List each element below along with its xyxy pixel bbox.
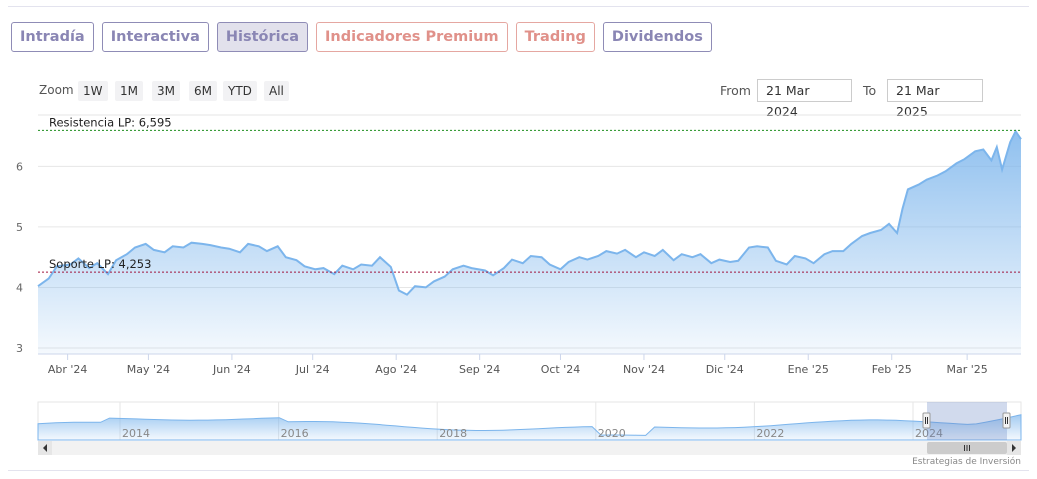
navigator-tick-label: 2024: [915, 427, 943, 440]
tab-intradia[interactable]: Intradía: [11, 22, 94, 52]
scrollbar-left-button[interactable]: [38, 441, 52, 455]
price-area: [38, 131, 1021, 354]
y-tick-label: 4: [16, 281, 23, 294]
zoom-all-button[interactable]: All: [264, 81, 289, 101]
navigator-tick-label: 2018: [439, 427, 467, 440]
zoom-1m-button[interactable]: 1M: [115, 81, 143, 101]
arrow-right-icon: [1012, 444, 1016, 452]
from-label: From: [720, 83, 751, 98]
plotline-label: Soporte LP: 4,253: [49, 257, 151, 271]
tab-indicadores-premium[interactable]: Indicadores Premium: [316, 22, 508, 52]
zoom-3m-button[interactable]: 3M: [152, 81, 180, 101]
navigator-frame: [37, 401, 1022, 441]
scrollbar-thumb[interactable]: [927, 442, 1007, 454]
top-divider: [8, 6, 1029, 7]
credit-text: Estrategias de Inversión: [912, 457, 1021, 467]
x-tick-label: Nov '24: [623, 363, 665, 376]
x-tick-label: Dic '24: [706, 363, 744, 376]
chart-tabs: Intradía Interactiva Histórica Indicador…: [11, 22, 712, 52]
navigator-tick-label: 2022: [756, 427, 784, 440]
x-tick-label: Sep '24: [459, 363, 500, 376]
to-date-input[interactable]: 21 Mar 2025: [887, 79, 983, 119]
x-tick-label: Jul '24: [295, 363, 330, 376]
zoom-ytd-button[interactable]: YTD: [223, 81, 257, 101]
tab-interactiva[interactable]: Interactiva: [101, 22, 209, 52]
y-tick-label: 6: [16, 160, 23, 173]
tab-trading[interactable]: Trading: [515, 22, 595, 52]
price-line: [37, 129, 1022, 296]
zoom-6m-button[interactable]: 6M: [189, 81, 217, 101]
navigator-tick-label: 2020: [598, 427, 626, 440]
zoom-label: Zoom: [39, 83, 74, 97]
x-tick-label: Ago '24: [375, 363, 417, 376]
scrollbar-track[interactable]: [38, 441, 1021, 455]
to-label: To: [863, 83, 877, 98]
arrow-left-icon: [43, 444, 47, 452]
navigator-left-handle[interactable]: [922, 412, 931, 429]
x-tick-label: Feb '25: [872, 363, 912, 376]
plotline-label: Resistencia LP: 6,595: [49, 115, 172, 129]
zoom-1w-button[interactable]: 1W: [78, 81, 108, 101]
tab-historica[interactable]: Histórica: [216, 22, 309, 52]
x-tick-label: Abr '24: [48, 363, 88, 376]
x-tick-label: Jun '24: [212, 363, 251, 376]
x-tick-label: May '24: [127, 363, 170, 376]
bottom-divider: [8, 470, 1029, 471]
navigator-right-handle[interactable]: [1002, 412, 1011, 429]
y-tick-label: 5: [16, 221, 23, 234]
tab-dividendos[interactable]: Dividendos: [602, 22, 712, 52]
navigator-tick-label: 2014: [122, 427, 150, 440]
y-tick-label: 3: [16, 342, 23, 355]
navigator-tick-label: 2016: [281, 427, 309, 440]
x-tick-label: Oct '24: [541, 363, 581, 376]
navigator-selection[interactable]: [927, 402, 1007, 440]
scrollbar-right-button[interactable]: [1007, 441, 1021, 455]
from-date-input[interactable]: 21 Mar 2024: [757, 79, 852, 119]
navigator-area: [37, 414, 1022, 441]
x-tick-label: Mar '25: [946, 363, 987, 376]
x-tick-label: Ene '25: [788, 363, 829, 376]
